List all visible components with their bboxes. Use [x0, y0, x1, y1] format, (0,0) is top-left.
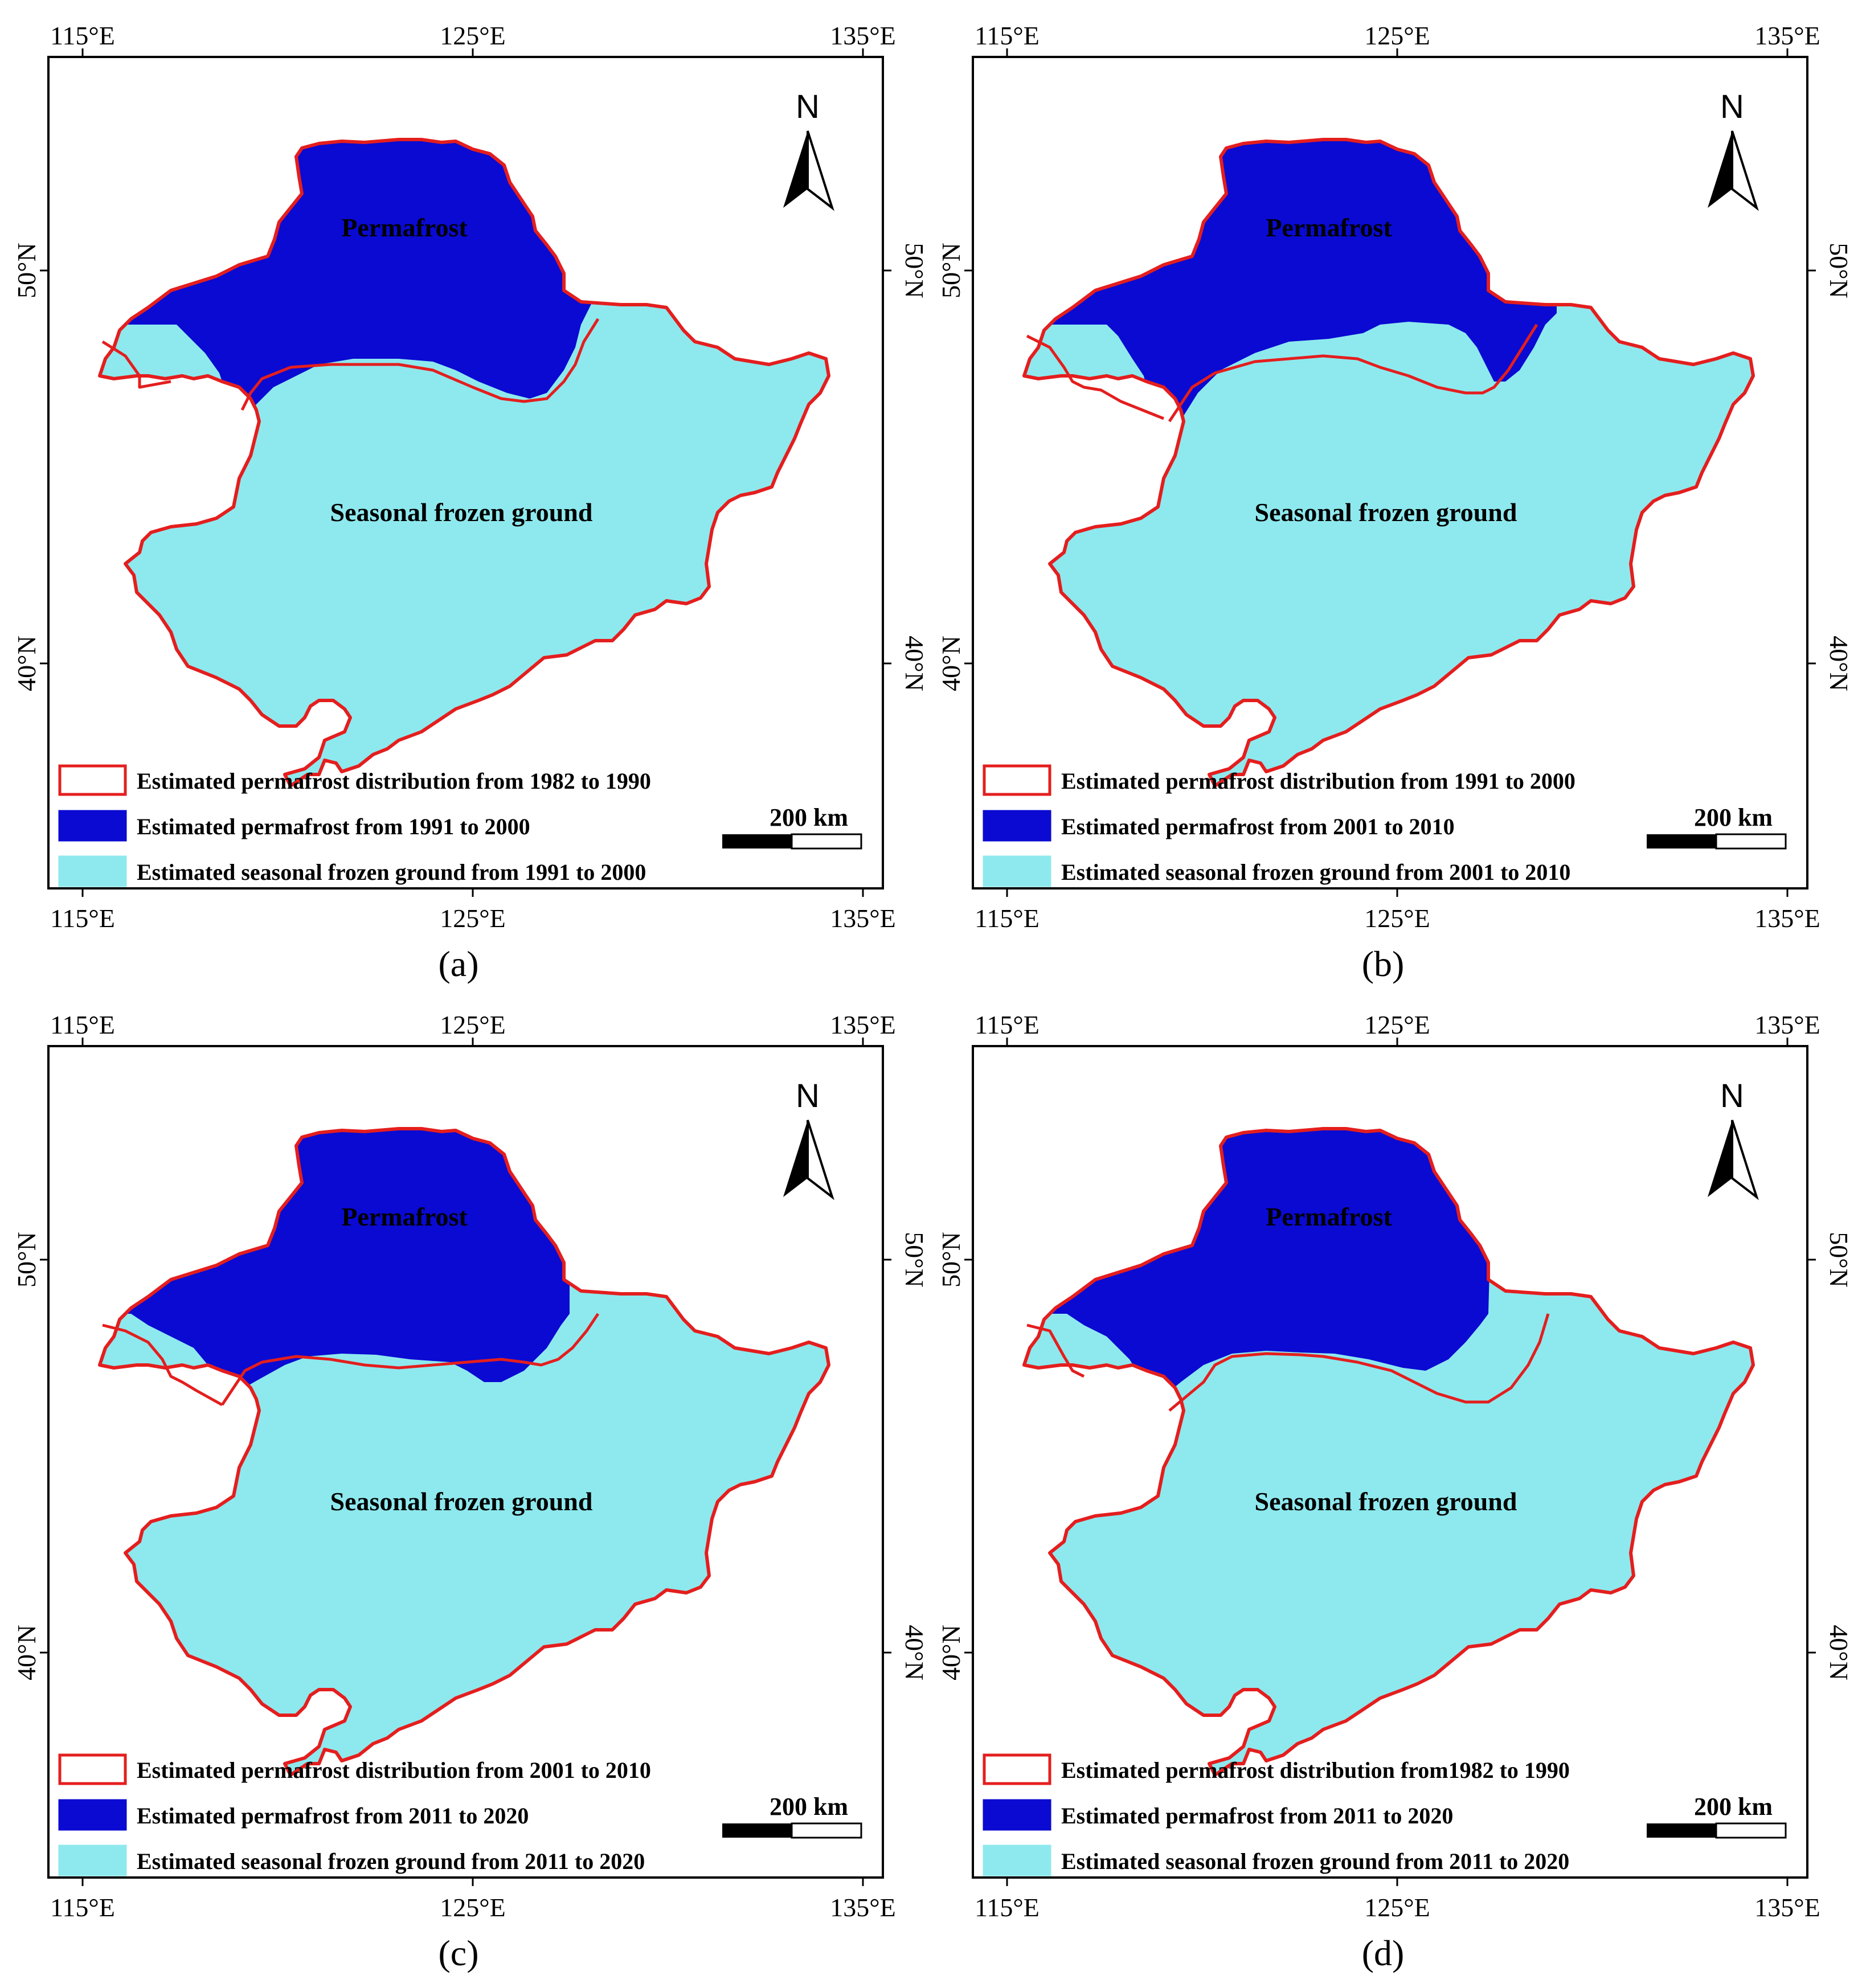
legend-swatch-permafrost	[984, 811, 1050, 840]
panel-caption: (a)	[438, 944, 478, 984]
north-arrow-label: N	[796, 88, 820, 125]
seasonal-frozen-ground-label: Seasonal frozen ground	[1255, 498, 1517, 527]
lat-tick-label-right: 50°N	[1824, 243, 1853, 298]
legend-label: Estimated seasonal frozen ground from 20…	[137, 1848, 645, 1874]
legend-label: Estimated seasonal frozen ground from 20…	[1061, 1848, 1569, 1874]
legend-swatch-seasonal	[984, 1846, 1050, 1875]
lon-tick-label-bottom: 115°E	[50, 1893, 115, 1922]
scale-bar-black-segment	[1647, 834, 1716, 849]
lat-tick-label-left: 40°N	[12, 1625, 41, 1680]
legend-swatch-seasonal	[984, 857, 1050, 886]
legend-label: Estimated seasonal frozen ground from 20…	[1061, 859, 1570, 885]
lat-tick-label-left: 40°N	[936, 636, 965, 691]
lon-tick-label-bottom: 135°E	[1754, 904, 1820, 933]
scale-bar-white-segment	[1716, 834, 1786, 849]
legend-label: Estimated permafrost distribution from 1…	[1061, 768, 1575, 794]
lon-tick-label-top: 115°E	[975, 1010, 1040, 1039]
scale-bar-label: 200 km	[770, 1793, 848, 1821]
lon-tick-label-bottom: 115°E	[50, 904, 115, 933]
scale-bar-label: 200 km	[1694, 804, 1773, 831]
lon-tick-label-bottom: 115°E	[975, 1893, 1040, 1922]
lon-tick-label-top: 135°E	[830, 21, 896, 50]
lon-tick-label-top: 115°E	[975, 21, 1040, 50]
lon-tick-label-bottom: 125°E	[440, 904, 506, 933]
lon-tick-label-bottom: 115°E	[975, 904, 1040, 933]
legend-label: Estimated permafrost distribution from19…	[1061, 1757, 1570, 1783]
scale-bar-black-segment	[1647, 1823, 1716, 1838]
legend-label: Estimated permafrost distribution from 2…	[137, 1757, 651, 1783]
legend-swatch-boundary	[984, 1755, 1050, 1784]
lon-tick-label-top: 125°E	[440, 1010, 506, 1039]
lat-tick-label-right: 50°N	[900, 243, 929, 298]
map-panel-c: 115°E 115°E 125°E 125°E 135°E 135°E 50°N 50°N 40…	[12, 1010, 929, 1973]
scale-bar-black-segment	[722, 1823, 792, 1838]
map-panel-b: 115°E 115°E 125°E 125°E 135°E 135°E 50°N 50°N 40…	[936, 21, 1853, 984]
lon-tick-label-top: 125°E	[1364, 21, 1430, 50]
legend-label: Estimated permafrost from 1991 to 2000	[137, 814, 530, 839]
lat-tick-label-right: 40°N	[900, 1625, 929, 1680]
legend-label: Estimated permafrost distribution from 1…	[137, 768, 651, 794]
lon-tick-label-top: 135°E	[1754, 1010, 1820, 1039]
panel-caption: (c)	[438, 1933, 478, 1973]
lat-tick-label-left: 40°N	[936, 1625, 965, 1680]
seasonal-frozen-ground-label: Seasonal frozen ground	[330, 498, 593, 527]
legend-label: Estimated permafrost from 2011 to 2020	[137, 1803, 529, 1829]
panel-caption: (d)	[1362, 1933, 1405, 1973]
lon-tick-label-bottom: 135°E	[830, 1893, 896, 1922]
lat-tick-label-right: 40°N	[900, 636, 929, 691]
scale-bar-white-segment	[792, 834, 861, 849]
scale-bar-black-segment	[722, 834, 792, 849]
lat-tick-label-left: 40°N	[12, 636, 41, 691]
permafrost-label: Permafrost	[1266, 1202, 1392, 1231]
panel-caption: (b)	[1362, 944, 1405, 984]
lon-tick-label-bottom: 135°E	[830, 904, 896, 933]
legend-swatch-permafrost	[60, 811, 125, 840]
legend-swatch-boundary	[60, 766, 125, 794]
lat-tick-label-right: 40°N	[1824, 1625, 1853, 1680]
legend-label: Estimated permafrost from 2011 to 2020	[1061, 1803, 1453, 1829]
legend-swatch-seasonal	[60, 1846, 125, 1875]
legend-swatch-permafrost	[984, 1801, 1050, 1829]
map-panel-d: 115°E 115°E 125°E 125°E 135°E 135°E 50°N 50°N 40…	[936, 1010, 1853, 1973]
north-arrow-label: N	[1720, 1077, 1744, 1114]
lat-tick-label-left: 50°N	[936, 1232, 965, 1288]
lon-tick-label-top: 125°E	[1364, 1010, 1430, 1039]
lon-tick-label-top: 115°E	[50, 21, 115, 50]
lat-tick-label-left: 50°N	[936, 243, 965, 298]
permafrost-label: Permafrost	[341, 1202, 468, 1231]
lon-tick-label-bottom: 125°E	[440, 1893, 506, 1922]
legend-swatch-boundary	[984, 766, 1050, 794]
lon-tick-label-top: 115°E	[50, 1010, 115, 1039]
permafrost-label: Permafrost	[341, 213, 468, 242]
lon-tick-label-bottom: 125°E	[1364, 904, 1430, 933]
north-arrow-label: N	[796, 1077, 820, 1114]
lat-tick-label-left: 50°N	[12, 1232, 41, 1288]
legend-swatch-boundary	[60, 1755, 125, 1784]
lat-tick-label-right: 40°N	[1824, 636, 1853, 691]
lon-tick-label-top: 135°E	[1754, 21, 1820, 50]
map-panel-a: 115°E 115°E 125°E 125°E 135°E 135°E 50°N 50°N 40…	[12, 21, 929, 984]
scale-bar-white-segment	[1716, 1823, 1786, 1838]
permafrost-label: Permafrost	[1266, 213, 1392, 242]
legend-label: Estimated seasonal frozen ground from 19…	[137, 859, 646, 885]
lon-tick-label-bottom: 125°E	[1364, 1893, 1430, 1922]
lon-tick-label-top: 125°E	[440, 21, 506, 50]
seasonal-frozen-ground-label: Seasonal frozen ground	[330, 1487, 593, 1516]
seasonal-frozen-ground-label: Seasonal frozen ground	[1255, 1487, 1517, 1516]
lat-tick-label-right: 50°N	[900, 1232, 929, 1288]
legend-swatch-permafrost	[60, 1801, 125, 1829]
lat-tick-label-right: 50°N	[1824, 1232, 1853, 1288]
lon-tick-label-top: 135°E	[830, 1010, 896, 1039]
scale-bar-label: 200 km	[1694, 1793, 1773, 1821]
scale-bar-white-segment	[792, 1823, 861, 1838]
lat-tick-label-left: 50°N	[12, 243, 41, 298]
lon-tick-label-bottom: 135°E	[1754, 1893, 1820, 1922]
legend-label: Estimated permafrost from 2001 to 2010	[1061, 814, 1455, 839]
legend-swatch-seasonal	[60, 857, 125, 886]
north-arrow-label: N	[1720, 88, 1744, 125]
scale-bar-label: 200 km	[770, 804, 848, 831]
permafrost-figure: 115°E115°E125°E125°E135°E135°E50°N 50°N40…	[0, 0, 1862, 1988]
